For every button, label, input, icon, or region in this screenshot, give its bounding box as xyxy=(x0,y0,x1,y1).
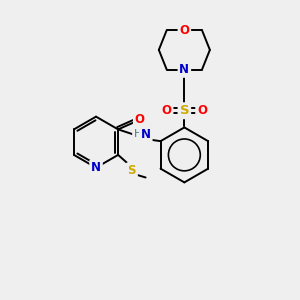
Text: O: O xyxy=(135,113,145,126)
Text: O: O xyxy=(179,24,189,37)
Text: N: N xyxy=(179,63,189,76)
Text: S: S xyxy=(179,104,189,117)
Text: N: N xyxy=(91,161,101,174)
Text: N: N xyxy=(141,128,151,141)
Text: H: H xyxy=(134,129,142,139)
Text: S: S xyxy=(128,164,136,177)
Text: O: O xyxy=(162,104,172,117)
Text: O: O xyxy=(197,104,207,117)
